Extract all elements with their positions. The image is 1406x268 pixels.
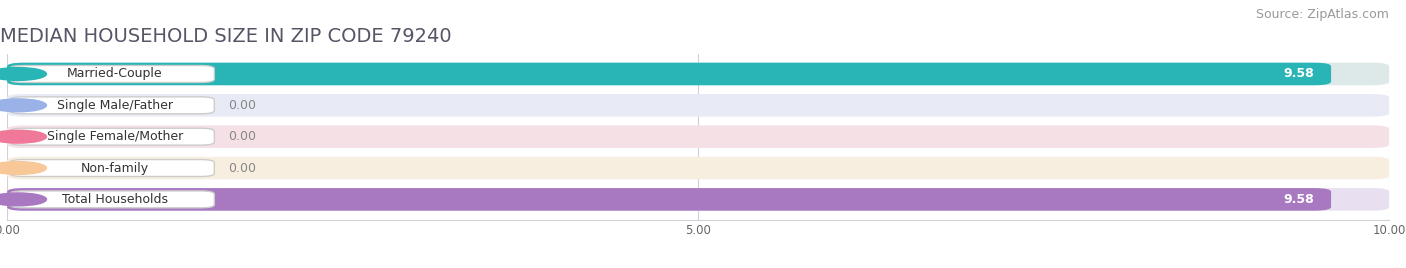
FancyBboxPatch shape [7,94,1389,117]
FancyBboxPatch shape [7,157,1389,179]
Text: Single Male/Father: Single Male/Father [56,99,173,112]
Text: Married-Couple: Married-Couple [67,68,163,80]
FancyBboxPatch shape [10,159,214,177]
FancyBboxPatch shape [10,97,214,114]
FancyBboxPatch shape [10,65,214,83]
Text: 9.58: 9.58 [1284,68,1315,80]
Text: Source: ZipAtlas.com: Source: ZipAtlas.com [1256,8,1389,21]
Circle shape [0,130,46,143]
Text: Non-family: Non-family [80,162,149,174]
FancyBboxPatch shape [7,188,1331,211]
FancyBboxPatch shape [7,63,1331,85]
FancyBboxPatch shape [10,128,214,145]
Text: 9.58: 9.58 [1284,193,1315,206]
FancyBboxPatch shape [7,125,1389,148]
FancyBboxPatch shape [10,191,214,208]
Text: 0.00: 0.00 [228,130,256,143]
Text: 0.00: 0.00 [228,162,256,174]
Circle shape [0,193,46,206]
Text: Single Female/Mother: Single Female/Mother [46,130,183,143]
Text: Total Households: Total Households [62,193,167,206]
Circle shape [0,99,46,112]
Circle shape [0,68,46,80]
FancyBboxPatch shape [7,188,1389,211]
Circle shape [0,162,46,174]
Text: MEDIAN HOUSEHOLD SIZE IN ZIP CODE 79240: MEDIAN HOUSEHOLD SIZE IN ZIP CODE 79240 [0,28,451,46]
Text: 0.00: 0.00 [228,99,256,112]
FancyBboxPatch shape [7,63,1389,85]
